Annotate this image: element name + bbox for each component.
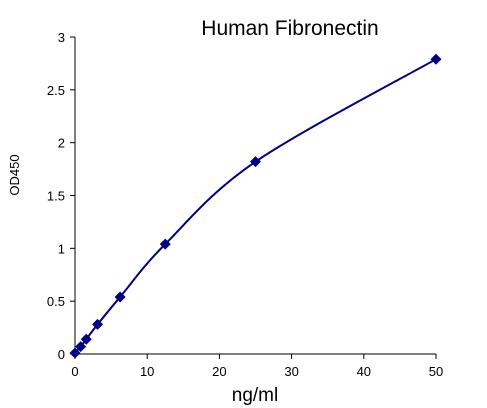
x-tick-label: 50 bbox=[429, 364, 443, 379]
axes: 00.511.522.530 10 20 30 40 50 bbox=[47, 30, 443, 379]
y-axis-label: OD450 bbox=[7, 154, 22, 195]
x-tick-label: 40 bbox=[357, 364, 371, 379]
y-tick-label: 2.5 bbox=[47, 83, 65, 98]
data-markers bbox=[69, 53, 442, 359]
x-tick-label: 10 bbox=[140, 364, 154, 379]
data-point bbox=[114, 291, 126, 303]
y-tick-label: 3 bbox=[58, 30, 65, 45]
data-point bbox=[430, 53, 442, 65]
x-tick-label: 20 bbox=[212, 364, 226, 379]
x-axis-label: ng/ml bbox=[232, 385, 278, 406]
data-point bbox=[92, 318, 104, 330]
x-tick-label: 0 bbox=[71, 364, 78, 379]
fit-curve bbox=[74, 58, 437, 354]
data-point bbox=[75, 341, 87, 353]
chart-title: Human Fibronectin bbox=[201, 17, 378, 40]
data-point bbox=[250, 156, 261, 168]
data-point bbox=[159, 238, 171, 250]
y-tick-label: 1.5 bbox=[47, 189, 65, 204]
data-point bbox=[69, 347, 81, 359]
y-tick-label: 0 bbox=[58, 347, 65, 362]
y-tick-label: 0.5 bbox=[47, 294, 65, 309]
data-point bbox=[80, 333, 92, 345]
y-tick-label: 1 bbox=[58, 241, 65, 256]
y-tick-label: 2 bbox=[58, 136, 65, 151]
x-tick-label: 30 bbox=[284, 364, 298, 379]
